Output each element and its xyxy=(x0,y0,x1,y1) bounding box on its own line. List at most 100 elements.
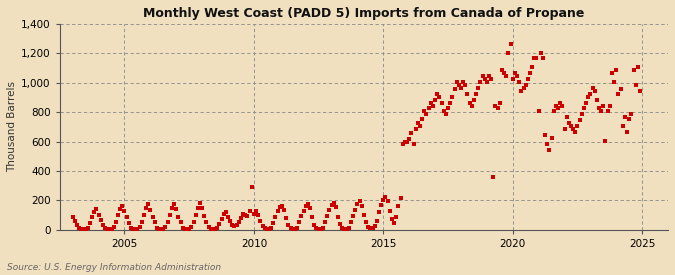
Point xyxy=(395,196,406,200)
Point xyxy=(470,92,481,96)
Point xyxy=(266,226,277,230)
Point xyxy=(589,89,600,93)
Point xyxy=(512,74,522,78)
Point xyxy=(126,226,136,230)
Point xyxy=(91,207,102,211)
Point xyxy=(555,100,566,105)
Point xyxy=(520,83,531,87)
Point xyxy=(227,222,238,227)
Point xyxy=(311,226,322,230)
Point xyxy=(167,206,178,211)
Point xyxy=(156,227,167,231)
Point xyxy=(354,199,365,203)
Point xyxy=(130,227,140,231)
Point xyxy=(134,225,145,229)
Point xyxy=(229,224,240,228)
Point xyxy=(178,226,188,230)
Point xyxy=(620,115,630,119)
Point xyxy=(456,86,466,90)
Point xyxy=(221,210,232,214)
Point xyxy=(356,203,367,208)
Point xyxy=(342,227,352,231)
Point xyxy=(259,226,270,230)
Point xyxy=(570,130,580,134)
Point xyxy=(553,106,564,111)
Point xyxy=(253,213,264,217)
Point xyxy=(576,112,587,117)
Point xyxy=(505,42,516,46)
Point xyxy=(186,225,196,229)
Point xyxy=(540,133,551,137)
Point xyxy=(585,92,596,96)
Point xyxy=(128,227,138,231)
Point xyxy=(151,226,162,230)
Point xyxy=(106,227,117,231)
Point xyxy=(122,215,132,219)
Point xyxy=(147,214,158,219)
Point xyxy=(382,199,393,203)
Point xyxy=(218,212,229,216)
Point xyxy=(380,194,391,199)
Point xyxy=(360,220,371,225)
Point xyxy=(162,219,173,224)
Point xyxy=(285,226,296,230)
Point xyxy=(154,227,165,231)
Point xyxy=(510,71,520,75)
Point xyxy=(346,220,356,225)
Point xyxy=(272,209,283,214)
Point xyxy=(337,226,348,230)
Point xyxy=(535,50,546,55)
Point xyxy=(501,74,512,78)
Point xyxy=(242,214,253,218)
Point xyxy=(548,109,559,114)
Point xyxy=(173,214,184,219)
Point xyxy=(348,214,358,218)
Point xyxy=(475,80,486,84)
Point xyxy=(283,222,294,227)
Point xyxy=(598,103,609,108)
Point xyxy=(234,219,244,224)
Point xyxy=(274,205,285,209)
Point xyxy=(443,106,454,111)
Point xyxy=(421,112,432,117)
Point xyxy=(158,227,169,231)
Point xyxy=(214,222,225,226)
Point xyxy=(82,226,93,230)
Point xyxy=(499,71,510,75)
Point xyxy=(546,136,557,140)
Point xyxy=(412,121,423,125)
Point xyxy=(180,227,190,231)
Point xyxy=(449,87,460,92)
Point xyxy=(557,103,568,108)
Point xyxy=(367,226,378,230)
Point xyxy=(331,205,342,209)
Point xyxy=(419,109,430,114)
Point xyxy=(488,175,499,179)
Point xyxy=(479,77,490,81)
Point xyxy=(508,77,518,81)
Point xyxy=(232,222,242,227)
Point xyxy=(378,197,389,202)
Point xyxy=(486,77,497,81)
Point xyxy=(244,209,255,214)
Point xyxy=(72,222,82,227)
Point xyxy=(326,203,337,207)
Point xyxy=(124,221,134,225)
Point xyxy=(212,226,223,230)
Point xyxy=(264,227,275,231)
Point xyxy=(574,118,585,122)
Point xyxy=(117,203,128,208)
Point xyxy=(86,214,97,219)
Point xyxy=(438,109,449,114)
Point xyxy=(255,219,266,223)
Point xyxy=(358,213,369,217)
Y-axis label: Thousand Barrels: Thousand Barrels xyxy=(7,81,17,172)
Point xyxy=(452,80,462,84)
Point xyxy=(572,124,583,128)
Point xyxy=(225,219,236,223)
Point xyxy=(93,213,104,217)
Point xyxy=(423,106,434,111)
Point xyxy=(609,80,620,84)
Point xyxy=(432,92,443,96)
Point xyxy=(384,209,395,214)
